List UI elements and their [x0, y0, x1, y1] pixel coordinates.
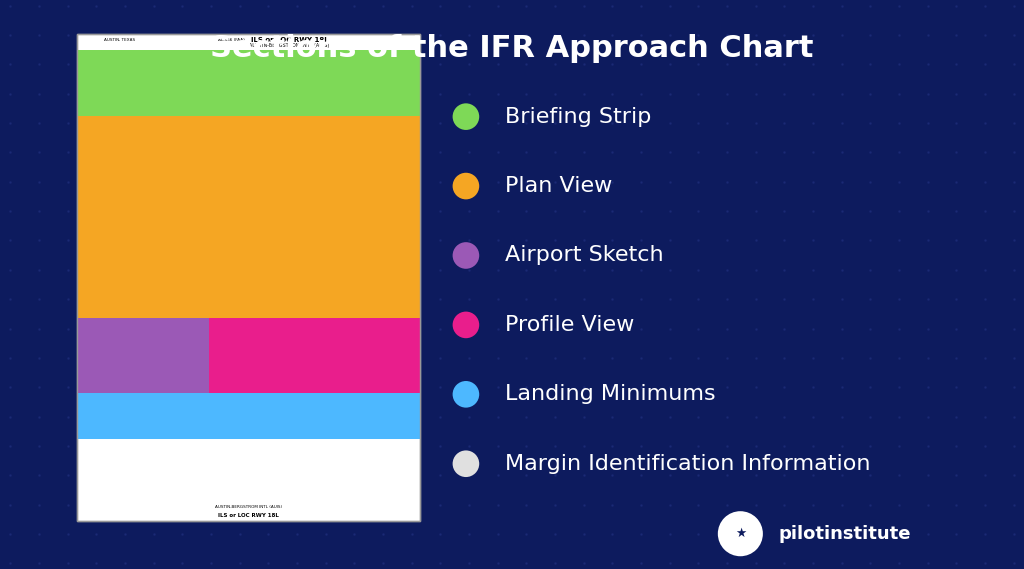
- Ellipse shape: [453, 381, 479, 407]
- Text: ★: ★: [735, 527, 745, 540]
- Ellipse shape: [453, 104, 479, 130]
- Bar: [209, 318, 420, 393]
- Bar: [77, 34, 420, 521]
- Bar: [77, 50, 420, 116]
- Text: pilotinstitute: pilotinstitute: [778, 525, 910, 543]
- Text: AL-556 (FAA): AL-556 (FAA): [218, 38, 245, 42]
- Bar: [77, 318, 209, 393]
- Ellipse shape: [453, 451, 479, 477]
- Ellipse shape: [453, 242, 479, 269]
- Text: Plan View: Plan View: [505, 176, 612, 196]
- Text: Landing Minimums: Landing Minimums: [505, 384, 716, 405]
- Ellipse shape: [718, 511, 763, 556]
- Text: Briefing Strip: Briefing Strip: [505, 106, 651, 127]
- Text: Airport Sketch: Airport Sketch: [505, 245, 664, 266]
- Text: AUSTIN-BERGSTROM INTL (AUIS): AUSTIN-BERGSTROM INTL (AUIS): [215, 505, 282, 509]
- Text: Margin Identification Information: Margin Identification Information: [505, 453, 870, 474]
- Text: Profile View: Profile View: [505, 315, 634, 335]
- Text: AUSTIN-BERGSTROM INTL (AUIS): AUSTIN-BERGSTROM INTL (AUIS): [250, 43, 330, 48]
- Bar: [77, 116, 420, 318]
- Ellipse shape: [453, 312, 479, 338]
- Text: AUSTIN, TEXAS: AUSTIN, TEXAS: [104, 38, 135, 42]
- Text: ILS or LOC RWY 18L: ILS or LOC RWY 18L: [218, 513, 279, 518]
- Ellipse shape: [453, 173, 479, 199]
- Text: ILS or LOC RWY 18L: ILS or LOC RWY 18L: [251, 37, 329, 43]
- Text: Sections of the IFR Approach Chart: Sections of the IFR Approach Chart: [210, 34, 814, 63]
- Bar: [77, 34, 420, 521]
- Bar: [77, 393, 420, 439]
